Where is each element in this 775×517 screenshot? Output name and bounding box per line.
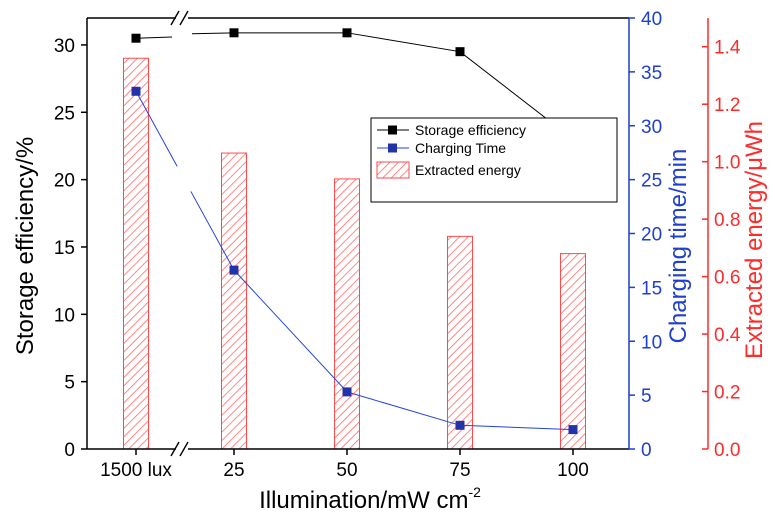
legend-label: Extracted energy xyxy=(415,162,521,178)
right-axis-1-tick-label: 20 xyxy=(641,225,662,246)
point-storage-efficiency xyxy=(342,28,352,38)
point-charging-time xyxy=(455,420,465,430)
point-storage-efficiency xyxy=(229,28,239,38)
line-charging-time xyxy=(190,191,235,271)
left-axis-tick-label: 30 xyxy=(54,36,75,57)
x-axis-label-superscript: -2 xyxy=(468,484,481,500)
point-charging-time xyxy=(342,387,352,397)
x-axis-tick-label: 25 xyxy=(223,460,244,481)
axis-break-mark xyxy=(170,441,180,457)
line-storage-efficiency xyxy=(234,32,574,140)
x-axis-label: Illumination/mW cm-2 xyxy=(259,484,481,514)
axis-break-mark xyxy=(179,441,189,457)
line-storage-efficiency xyxy=(135,36,173,39)
legend-box xyxy=(370,117,618,203)
point-charging-time xyxy=(568,425,578,435)
left-axis-tick-label: 20 xyxy=(54,171,75,192)
y-axis-label-right-1: Charging time/min xyxy=(665,149,692,344)
right-axis-1-tick-label: 25 xyxy=(641,171,662,192)
legend-swatch-bar xyxy=(376,161,410,179)
right-axis-2-tick-label: 0.8 xyxy=(714,210,740,231)
axis-break-mark xyxy=(179,10,189,26)
x-axis-tick-label: 100 xyxy=(557,460,589,481)
point-charging-time xyxy=(131,86,141,96)
x-axis-label-main: Illumination/mW cm xyxy=(259,487,468,514)
right-axis-1-tick-label: 40 xyxy=(641,9,662,30)
legend-swatch-marker xyxy=(388,143,397,153)
right-axis-2-tick-label: 0.4 xyxy=(714,325,741,346)
right-axis-1-tick-label: 5 xyxy=(641,386,652,407)
right-axis-2-tick-label: 0.0 xyxy=(714,440,740,461)
right-axis-1-tick-label: 10 xyxy=(641,332,662,353)
line-storage-efficiency xyxy=(191,32,235,35)
right-axis-2-tick-label: 1.2 xyxy=(714,95,740,116)
y-axis-label-right-2: Extracted energy/μWh xyxy=(741,121,768,359)
legend-label: Charging Time xyxy=(415,140,506,156)
x-axis-tick-label: 75 xyxy=(449,460,470,481)
left-axis-tick-label: 15 xyxy=(54,238,75,259)
legend-swatch-marker xyxy=(388,125,397,135)
point-charging-time xyxy=(229,265,239,275)
right-axis-2-tick-label: 1.4 xyxy=(714,38,741,59)
point-storage-efficiency xyxy=(455,47,465,57)
line-charging-time xyxy=(233,269,574,431)
left-axis-tick-label: 5 xyxy=(64,373,75,394)
line-charging-time xyxy=(135,91,178,167)
x-axis-tick-label: 1500 lux xyxy=(100,460,172,481)
right-axis-1-tick-label: 35 xyxy=(641,63,662,84)
bar-extracted-energy xyxy=(334,178,360,450)
axis-break-gap-top xyxy=(176,10,188,26)
right-axis-2-tick-label: 0.6 xyxy=(714,268,740,289)
plot-area: 0 5 10 15 20 25 30 0 5 10 15 20 25 30 35 40 0.0 0.2 0.4 0.6… xyxy=(54,9,741,481)
right-axis-1-tick-label: 0 xyxy=(641,440,652,461)
axis-break-gap-bottom xyxy=(176,441,188,457)
point-storage-efficiency xyxy=(131,33,141,43)
right-axis-1-tick-label: 30 xyxy=(641,117,662,138)
left-axis-tick-label: 10 xyxy=(54,305,75,326)
bar-extracted-energy xyxy=(447,235,473,450)
bar-extracted-energy xyxy=(123,57,149,450)
right-axis-1-tick-label: 15 xyxy=(641,278,662,299)
bar-extracted-energy xyxy=(221,152,247,450)
right-axis-2-tick-label: 0.2 xyxy=(714,383,740,404)
right-axis-2-tick-label: 1.0 xyxy=(714,153,740,174)
left-axis-tick-label: 25 xyxy=(54,103,75,124)
left-axis-tick-label: 0 xyxy=(64,440,75,461)
legend-label: Storage efficiency xyxy=(415,122,526,138)
bar-extracted-energy xyxy=(560,253,586,450)
x-axis-tick-label: 50 xyxy=(336,460,357,481)
axis-break-mark xyxy=(170,10,180,26)
y-axis-label-left: Storage efficiency/% xyxy=(12,137,39,355)
